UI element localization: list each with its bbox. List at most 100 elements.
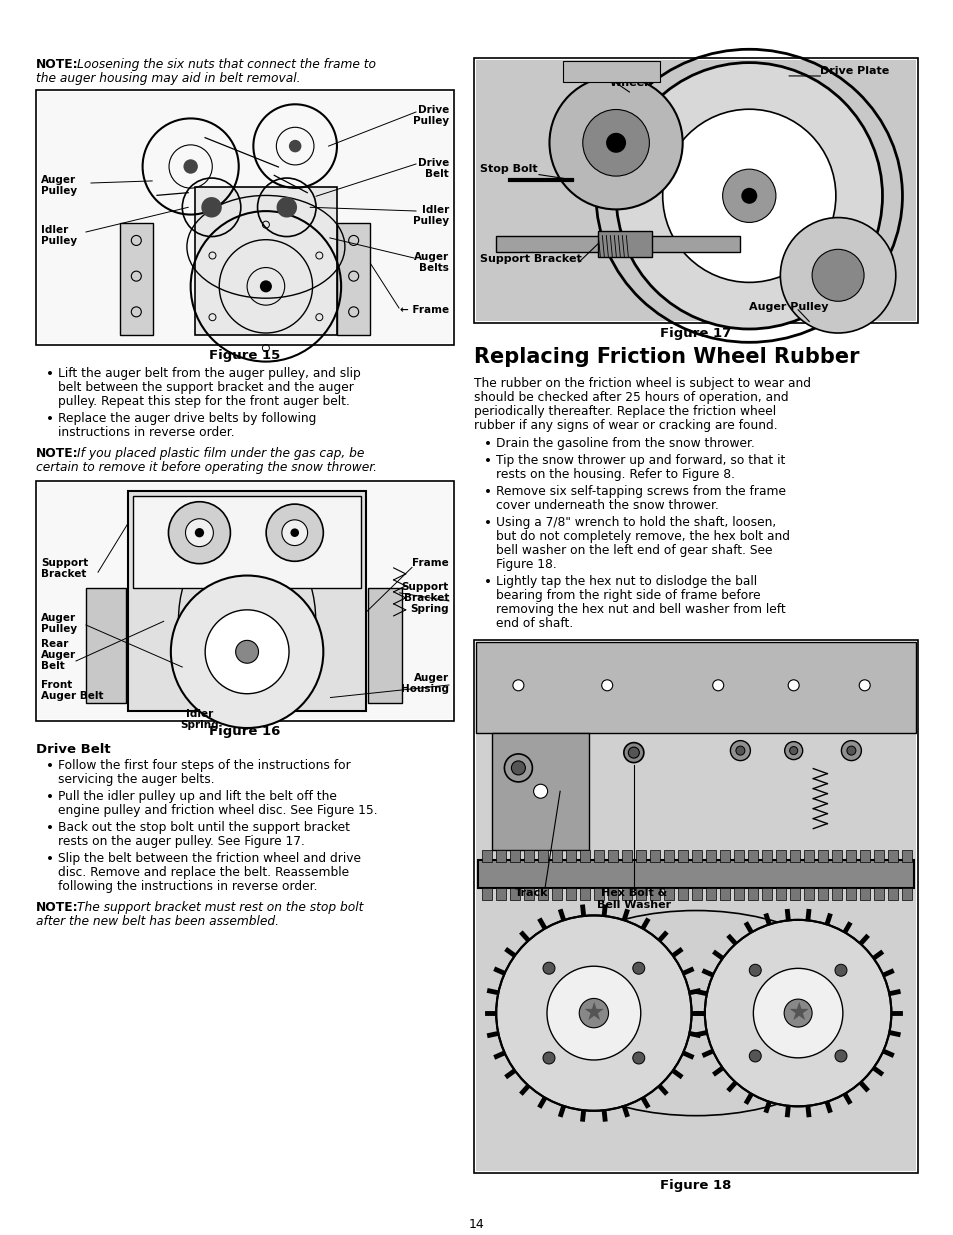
Bar [691, 850, 701, 862]
Text: Replace the auger drive belts by following: Replace the auger drive belts by followi… [58, 412, 316, 425]
Bar [510, 888, 519, 900]
Bar [789, 888, 800, 900]
Text: Wheel: Wheel [609, 78, 648, 88]
Bar [859, 850, 869, 862]
Text: engine pulley and friction wheel disc. See Figure 15.: engine pulley and friction wheel disc. S… [58, 804, 377, 818]
Text: •: • [46, 412, 54, 426]
Text: Drive: Drive [417, 158, 449, 168]
Bar [119, 222, 152, 335]
Text: end of shaft.: end of shaft. [496, 618, 573, 630]
Text: Stop Bolt: Stop Bolt [479, 164, 537, 174]
Bar [873, 850, 883, 862]
Circle shape [783, 999, 811, 1028]
Bar [789, 850, 800, 862]
Bar [594, 888, 603, 900]
Bar [510, 850, 519, 862]
Text: •: • [46, 760, 54, 773]
Bar [901, 850, 911, 862]
Text: instructions in reverse order.: instructions in reverse order. [58, 426, 234, 438]
Text: Auger: Auger [414, 673, 449, 683]
Text: Support: Support [41, 558, 89, 568]
Text: removing the hex nut and bell washer from left: removing the hex nut and bell washer fro… [496, 603, 785, 616]
Circle shape [513, 679, 523, 690]
Bar [636, 888, 645, 900]
Text: Rear: Rear [41, 640, 69, 650]
Bar [594, 850, 603, 862]
Bar [845, 888, 855, 900]
Bar [598, 231, 651, 257]
Text: the auger housing may aid in belt removal.: the auger housing may aid in belt remova… [36, 72, 300, 85]
Text: 14: 14 [469, 1218, 484, 1231]
Bar [38, 91, 452, 343]
Bar [663, 888, 673, 900]
Circle shape [533, 784, 547, 798]
Text: Pulley: Pulley [41, 186, 77, 196]
Bar [537, 850, 547, 862]
Text: Follow the first four steps of the instructions for: Follow the first four steps of the instr… [58, 760, 351, 772]
Text: Housing: Housing [400, 684, 449, 694]
Bar [496, 888, 505, 900]
Bar [705, 888, 716, 900]
Circle shape [235, 641, 258, 663]
Text: Pulley: Pulley [413, 216, 449, 226]
Circle shape [859, 679, 869, 690]
Text: The support bracket must rest on the stop bolt: The support bracket must rest on the sto… [77, 902, 363, 914]
Circle shape [281, 520, 307, 546]
Text: Front: Front [41, 680, 72, 690]
Text: cover underneath the snow thrower.: cover underneath the snow thrower. [496, 499, 719, 513]
Circle shape [846, 746, 855, 755]
Bar [38, 483, 452, 719]
Text: NOTE:: NOTE: [36, 447, 78, 459]
Bar [720, 888, 729, 900]
Bar [481, 888, 492, 900]
Circle shape [504, 753, 532, 782]
Text: Using a 7/8" wrench to hold the shaft, loosen,: Using a 7/8" wrench to hold the shaft, l… [496, 516, 776, 529]
Bar [491, 732, 589, 850]
Text: after the new belt has been assembled.: after the new belt has been assembled. [36, 915, 278, 927]
Text: Auger: Auger [41, 175, 76, 185]
Text: •: • [46, 367, 54, 382]
Bar [775, 888, 785, 900]
Text: •: • [46, 852, 54, 866]
Text: Bell Washer: Bell Washer [597, 900, 670, 910]
Circle shape [582, 110, 649, 177]
Text: belt between the support bracket and the auger: belt between the support bracket and the… [58, 382, 354, 394]
Bar [803, 850, 813, 862]
Circle shape [712, 679, 723, 690]
Text: Auger: Auger [41, 651, 76, 661]
Text: Back out the stop bolt until the support bracket: Back out the stop bolt until the support… [58, 821, 350, 834]
Bar [691, 888, 701, 900]
Text: Support Bracket: Support Bracket [479, 254, 581, 264]
Circle shape [811, 249, 863, 301]
Circle shape [787, 679, 799, 690]
Circle shape [730, 741, 750, 761]
Text: ★: ★ [582, 1002, 604, 1025]
Text: ← Frame: ← Frame [399, 305, 449, 315]
Bar [845, 850, 855, 862]
Text: Hex Bolt &: Hex Bolt & [600, 888, 666, 898]
Text: ★: ★ [786, 1002, 808, 1025]
Text: •: • [483, 485, 492, 499]
Circle shape [171, 576, 323, 727]
Text: Loosening the six nuts that connect the frame to: Loosening the six nuts that connect the … [77, 58, 375, 70]
Bar [636, 850, 645, 862]
Circle shape [784, 741, 801, 760]
Circle shape [740, 188, 757, 204]
Text: disc. Remove and replace the belt. Reassemble: disc. Remove and replace the belt. Reass… [58, 866, 349, 879]
Bar [803, 888, 813, 900]
Text: Figure 17: Figure 17 [659, 327, 731, 340]
Bar [481, 850, 492, 862]
Text: Figure 18.: Figure 18. [496, 558, 557, 571]
Text: rests on the housing. Refer to Figure 8.: rests on the housing. Refer to Figure 8. [496, 468, 734, 480]
Circle shape [735, 746, 744, 755]
Text: Pulley: Pulley [413, 116, 449, 126]
Circle shape [748, 1050, 760, 1062]
Circle shape [511, 761, 525, 774]
Circle shape [290, 529, 298, 537]
Bar [859, 888, 869, 900]
Text: Pull the idler pulley up and lift the belt off the: Pull the idler pulley up and lift the be… [58, 790, 336, 803]
Text: Pulley: Pulley [41, 236, 77, 246]
Bar [579, 888, 589, 900]
Bar [476, 642, 915, 1171]
Text: Auger: Auger [414, 252, 449, 262]
